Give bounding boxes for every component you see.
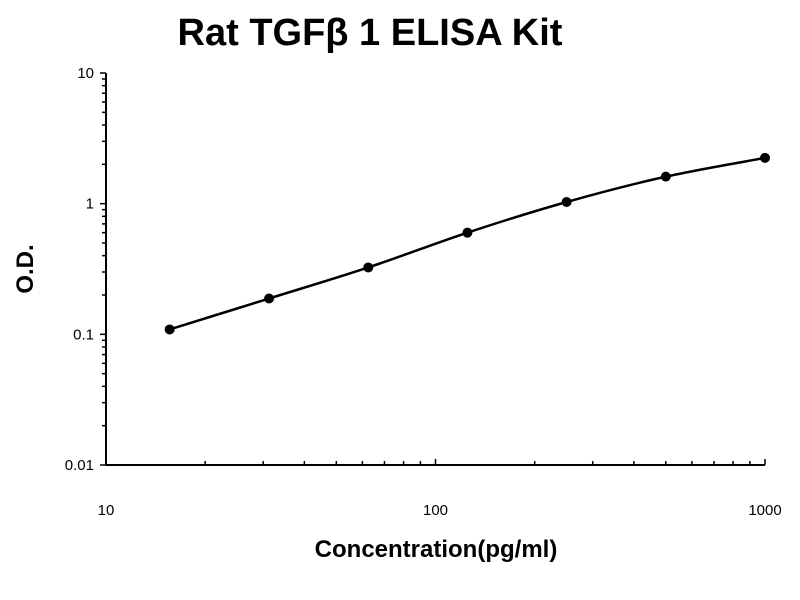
data-point	[164, 324, 175, 335]
data-point	[363, 262, 374, 273]
y-tick-label: 10	[77, 65, 94, 82]
x-tick-label: 1000	[748, 502, 781, 519]
data-point	[760, 152, 770, 163]
x-tick-label: 10	[98, 502, 115, 519]
x-axis-label: Concentration(pg/ml)	[314, 536, 558, 563]
y-tick-label: 0.01	[65, 457, 94, 474]
data-point	[264, 293, 275, 304]
y-tick-label: 0.1	[73, 326, 94, 343]
data-point	[561, 196, 572, 207]
chart-title: Rat TGFβ 1 ELISA Kit	[177, 12, 563, 54]
data-point	[660, 171, 671, 182]
y-tick-label: 1	[86, 196, 94, 213]
data-point	[462, 227, 473, 238]
x-tick-label: 100	[423, 502, 448, 519]
series-curve	[169, 156, 766, 331]
